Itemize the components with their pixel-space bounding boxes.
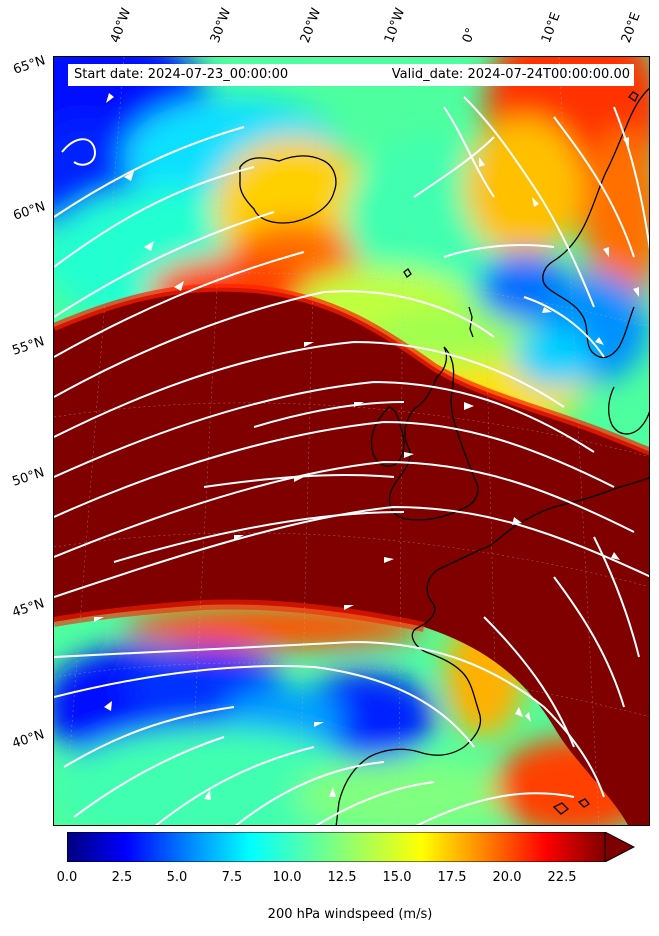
lon-label-0: 0°: [459, 25, 480, 45]
windspeed-map: [53, 56, 650, 826]
lat-label-60n: 60°N: [11, 199, 48, 224]
colorbar-tick: 22.5: [547, 870, 577, 885]
lon-label-20w: 20°W: [297, 6, 325, 45]
lat-label-45n: 45°N: [10, 596, 47, 621]
colorbar-tick: 0.0: [56, 870, 78, 885]
streamlines: [54, 96, 649, 825]
lon-label-10w: 10°W: [381, 6, 409, 45]
colorbar-tick: 7.5: [221, 870, 243, 885]
coastline-iceland: [239, 155, 337, 224]
colorbar-tick: 15.0: [382, 870, 412, 885]
valid-date-label: Valid_date: 2024-07-24T00:00:00.00: [391, 67, 630, 82]
colorbar-tick: 2.5: [111, 870, 133, 885]
colorbar-label: 200 hPa windspeed (m/s): [267, 907, 433, 922]
lon-label-30w: 30°W: [207, 6, 235, 45]
lon-label-40w: 40°W: [107, 6, 135, 45]
jet-core: [54, 287, 649, 825]
date-info-bar: Start date: 2024-07-23_00:00:00 Valid_da…: [68, 64, 634, 86]
colorbar-tick: 10.0: [272, 870, 302, 885]
colorbar-extend-arrow: [604, 831, 636, 863]
colorbar-gradient: [66, 831, 606, 863]
colorbar: [66, 831, 636, 863]
streamline-arrows: [94, 93, 639, 800]
lon-label-20e: 20°E: [618, 10, 644, 46]
coastline-britain: [389, 346, 479, 521]
lon-label-10e: 10°E: [538, 10, 564, 46]
start-date-label: Start date: 2024-07-23_00:00:00: [74, 67, 289, 82]
lat-label-55n: 55°N: [10, 334, 47, 359]
colorbar-tick: 5.0: [166, 870, 188, 885]
colorbar-tick: 20.0: [492, 870, 522, 885]
lat-label-65n: 65°N: [11, 53, 48, 78]
lat-label-40n: 40°N: [10, 727, 47, 752]
coastline-scandinavia: [542, 87, 649, 359]
colorbar-tick: 12.5: [327, 870, 357, 885]
colorbar-tick: 17.5: [437, 870, 467, 885]
lat-label-50n: 50°N: [10, 465, 47, 490]
coastline-europe: [335, 477, 649, 825]
